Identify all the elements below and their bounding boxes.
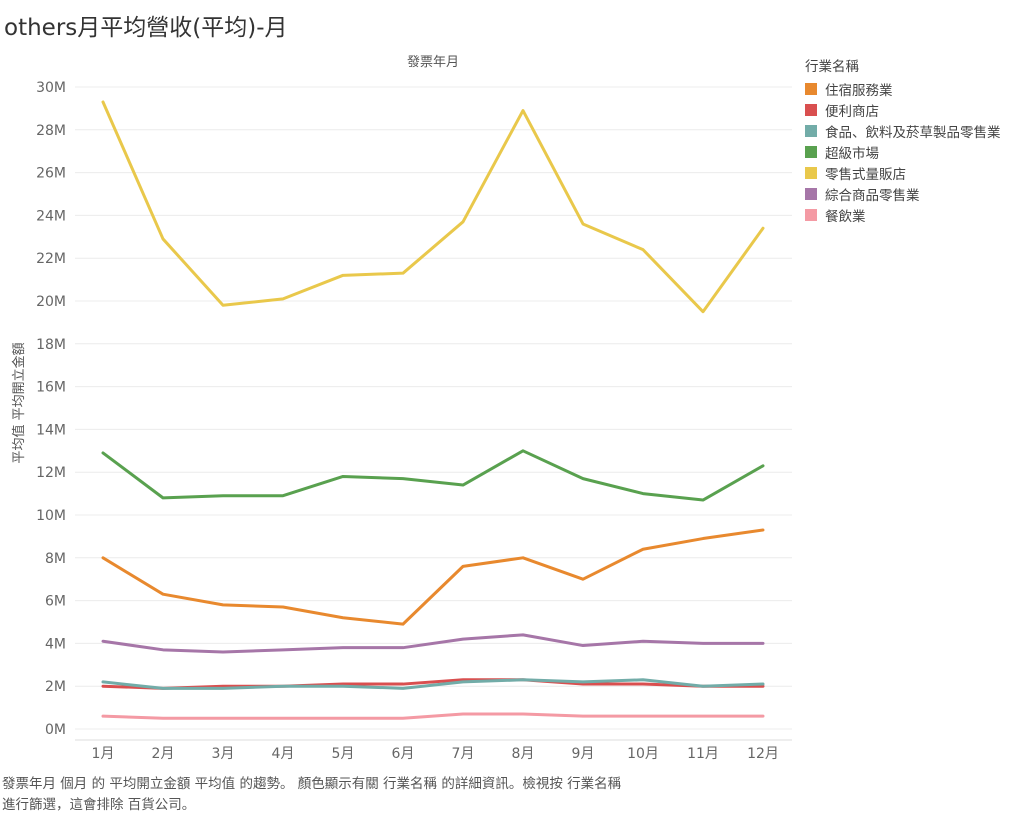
legend-label: 住宿服務業: [825, 82, 893, 99]
y-tick-label: 2M: [45, 679, 66, 695]
y-tick-label: 30M: [36, 80, 66, 96]
y-tick-label: 28M: [36, 123, 66, 139]
series-line-6[interactable]: [101, 633, 765, 654]
y-tick-label: 22M: [36, 251, 66, 267]
legend-title: 行業名稱: [805, 59, 859, 75]
series-line-7[interactable]: [101, 712, 765, 720]
y-tick-label: 20M: [36, 294, 66, 310]
y-tick-label: 12M: [36, 465, 66, 481]
x-tick-label: 12月: [747, 746, 779, 762]
caption-line-1: 發票年月 個月 的 平均開立金額 平均值 的趨勢。 顏色顯示有關 行業名稱 的詳…: [2, 776, 622, 792]
caption-line-2: 進行篩選，這會排除 百貨公司。: [2, 797, 196, 813]
y-axis-title: 平均值 平均開立金額: [11, 342, 27, 463]
y-tick-label: 10M: [36, 508, 66, 524]
series-line-4[interactable]: [101, 449, 765, 502]
x-tick-label: 7月: [452, 746, 475, 762]
legend: 行業名稱 住宿服務業便利商店食品、飲料及菸草製品零售業 超級市場零售式量販店 綜合商…: [805, 55, 1001, 225]
legend-label: 綜合商品零售業: [825, 187, 920, 204]
x-axis-title: 發票年月: [407, 55, 459, 70]
x-tick-label: 6月: [392, 746, 415, 762]
y-tick-label: 4M: [45, 636, 66, 652]
x-tick-label: 5月: [332, 746, 355, 762]
legend-label: 便利商店: [825, 103, 879, 120]
x-tick-label: 1月: [92, 746, 115, 762]
legend-item[interactable]: 便利商店: [805, 99, 1001, 120]
legend-swatch: [805, 103, 817, 116]
y-tick-label: 8M: [45, 551, 66, 567]
legend-label: 餐飲業: [825, 208, 866, 225]
series-line-2[interactable]: [101, 678, 765, 690]
y-tick-label: 24M: [36, 208, 66, 224]
legend-item[interactable]: 超級市場: [805, 141, 1001, 162]
legend-swatch: [805, 82, 817, 95]
series-line-3[interactable]: [101, 678, 765, 690]
legend-label: 超級市場: [825, 145, 879, 162]
legend-item[interactable]: 餐飲業: [805, 204, 1001, 225]
series-line-1[interactable]: [101, 528, 765, 626]
y-tick-label: 6M: [45, 594, 66, 610]
x-tick-label: 10月: [627, 746, 659, 762]
chart-caption: 發票年月 個月 的 平均開立金額 平均值 的趨勢。 顏色顯示有關 行業名稱 的詳…: [2, 774, 722, 816]
x-tick-label: 8月: [512, 746, 535, 762]
legend-swatch: [805, 124, 817, 137]
y-tick-label: 16M: [36, 380, 66, 396]
y-tick-label: 26M: [36, 166, 66, 182]
x-tick-label: 9月: [572, 746, 595, 762]
legend-label: 零售式量販店: [825, 166, 906, 183]
legend-item[interactable]: 住宿服務業: [805, 78, 1001, 99]
series-line-5[interactable]: [101, 100, 765, 314]
legend-item[interactable]: 零售式量販店: [805, 162, 1001, 183]
x-tick-label: 11月: [687, 746, 719, 762]
legend-item[interactable]: 食品、飲料及菸草製品零售業: [805, 120, 1001, 141]
x-tick-label: 4月: [272, 746, 295, 762]
legend-label: 食品、飲料及菸草製品零售業: [825, 124, 1001, 141]
legend-swatch: [805, 208, 817, 221]
legend-swatch: [805, 166, 817, 179]
y-tick-label: 0M: [45, 722, 66, 738]
y-tick-label: 14M: [36, 422, 66, 438]
y-tick-label: 18M: [36, 337, 66, 353]
line-chart: 0M 2M 4M 6M 8M 10M 12M 14M 16M 18M 20M 22M 24M 26M 28M…: [11, 55, 792, 762]
legend-item[interactable]: 綜合商品零售業: [805, 183, 1001, 204]
legend-items: 住宿服務業便利商店食品、飲料及菸草製品零售業 超級市場零售式量販店 綜合商品零售業餐…: [805, 78, 1001, 225]
legend-swatch: [805, 187, 817, 200]
chart-title: others月平均營收(平均)-月: [4, 15, 288, 41]
legend-swatch: [805, 145, 817, 158]
x-tick-label: 2月: [152, 746, 175, 762]
x-tick-label: 3月: [212, 746, 235, 762]
